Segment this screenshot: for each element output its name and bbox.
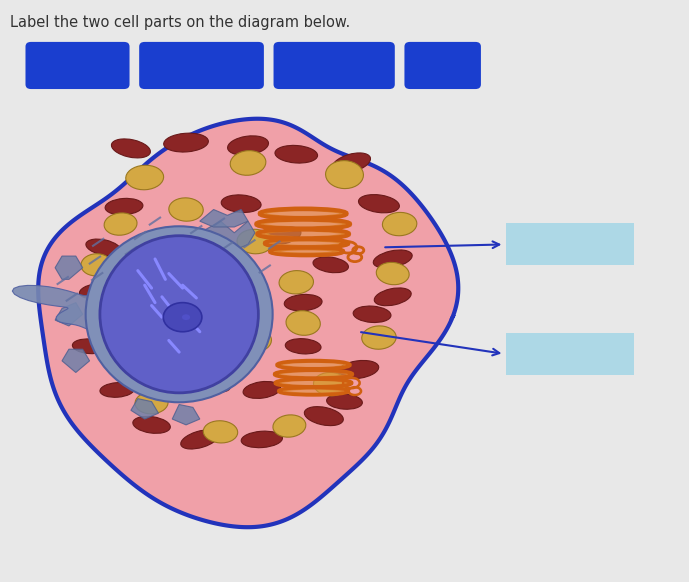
Ellipse shape — [261, 232, 345, 236]
Polygon shape — [200, 210, 248, 227]
Ellipse shape — [313, 257, 349, 273]
Text: chromosomes: chromosomes — [286, 59, 382, 72]
Text: Label the two cell parts on the diagram below.: Label the two cell parts on the diagram … — [10, 15, 351, 30]
Ellipse shape — [263, 211, 343, 216]
Ellipse shape — [382, 212, 417, 236]
Ellipse shape — [353, 306, 391, 322]
Ellipse shape — [332, 153, 371, 173]
Ellipse shape — [282, 389, 344, 393]
Ellipse shape — [231, 282, 265, 306]
Ellipse shape — [273, 415, 306, 437]
FancyBboxPatch shape — [506, 223, 634, 265]
Text: nucleus: nucleus — [50, 59, 105, 72]
Ellipse shape — [100, 382, 134, 398]
Ellipse shape — [86, 239, 121, 255]
Ellipse shape — [72, 339, 107, 354]
Polygon shape — [55, 303, 83, 326]
Ellipse shape — [85, 226, 273, 402]
Ellipse shape — [81, 254, 112, 276]
Ellipse shape — [373, 250, 412, 268]
Polygon shape — [172, 404, 200, 425]
Ellipse shape — [269, 242, 344, 246]
Ellipse shape — [105, 198, 143, 215]
Ellipse shape — [358, 194, 400, 213]
FancyBboxPatch shape — [506, 333, 634, 375]
Ellipse shape — [221, 195, 261, 212]
Ellipse shape — [164, 133, 208, 152]
Polygon shape — [62, 349, 90, 372]
Ellipse shape — [104, 213, 137, 235]
Ellipse shape — [274, 250, 340, 253]
Ellipse shape — [279, 271, 313, 294]
Ellipse shape — [112, 139, 150, 158]
Ellipse shape — [182, 314, 190, 320]
Ellipse shape — [279, 372, 348, 377]
Ellipse shape — [264, 227, 301, 244]
Ellipse shape — [285, 294, 322, 311]
Ellipse shape — [134, 362, 169, 377]
Ellipse shape — [133, 416, 170, 434]
Ellipse shape — [281, 363, 346, 367]
FancyBboxPatch shape — [25, 42, 130, 89]
Polygon shape — [200, 221, 255, 250]
Ellipse shape — [120, 257, 156, 272]
Ellipse shape — [327, 394, 362, 409]
Ellipse shape — [197, 376, 230, 392]
Ellipse shape — [362, 326, 396, 349]
Polygon shape — [131, 399, 158, 419]
Polygon shape — [55, 256, 83, 279]
Ellipse shape — [181, 430, 219, 449]
FancyBboxPatch shape — [274, 42, 395, 89]
Ellipse shape — [100, 236, 258, 393]
Ellipse shape — [135, 392, 168, 414]
Text: cell membrane: cell membrane — [150, 59, 254, 72]
Ellipse shape — [126, 165, 163, 190]
Polygon shape — [241, 265, 262, 285]
Ellipse shape — [227, 136, 269, 155]
Polygon shape — [12, 285, 171, 335]
Ellipse shape — [203, 421, 238, 443]
Polygon shape — [38, 119, 458, 527]
FancyBboxPatch shape — [139, 42, 264, 89]
Ellipse shape — [241, 431, 282, 448]
Ellipse shape — [374, 288, 411, 306]
Ellipse shape — [260, 222, 346, 226]
FancyBboxPatch shape — [404, 42, 481, 89]
Ellipse shape — [280, 381, 348, 385]
Ellipse shape — [243, 381, 280, 399]
Ellipse shape — [275, 146, 318, 163]
Ellipse shape — [230, 151, 266, 175]
Ellipse shape — [376, 262, 409, 285]
Ellipse shape — [92, 315, 122, 336]
Ellipse shape — [285, 339, 321, 354]
Ellipse shape — [163, 303, 202, 332]
Ellipse shape — [79, 283, 114, 299]
Ellipse shape — [238, 329, 271, 352]
Ellipse shape — [169, 198, 203, 221]
Ellipse shape — [326, 161, 363, 189]
Ellipse shape — [286, 311, 320, 335]
Text: Golgi: Golgi — [424, 59, 461, 72]
Ellipse shape — [237, 229, 273, 254]
Ellipse shape — [313, 372, 348, 396]
Ellipse shape — [338, 360, 379, 379]
Ellipse shape — [305, 407, 343, 425]
